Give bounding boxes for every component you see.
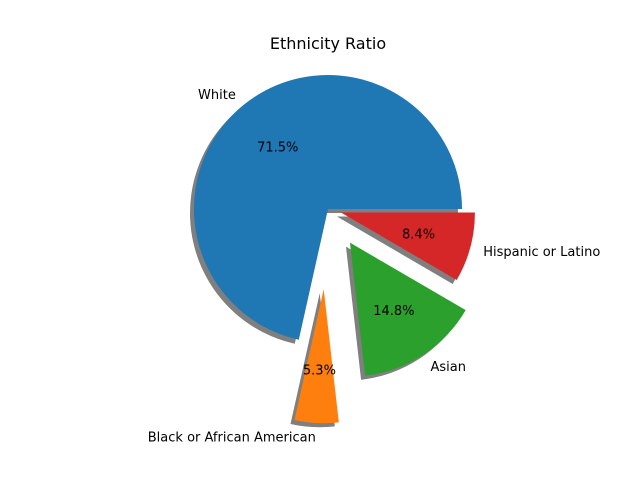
slice-asian (349, 242, 466, 376)
slice-white (193, 75, 462, 340)
category-label-asian: Asian (431, 360, 466, 375)
category-label-white: White (198, 88, 236, 103)
label-layer: 71.5% White 5.3% Black or African American 1… (148, 88, 601, 446)
pct-label-black-or-african-american: 5.3% (303, 364, 336, 379)
category-label-black-or-african-american: Black or African American (148, 430, 316, 445)
pct-label-white: 71.5% (257, 140, 298, 155)
pct-label-hispanic-or-latino: 8.4% (402, 227, 435, 242)
slice-layer (193, 75, 475, 424)
category-label-hispanic-or-latino: Hispanic or Latino (483, 245, 600, 260)
slice-black-or-african-american (294, 289, 339, 424)
slice-hispanic-or-latino (340, 212, 475, 280)
chart-title: Ethnicity Ratio (270, 34, 386, 53)
pct-label-asian: 14.8% (373, 304, 414, 319)
